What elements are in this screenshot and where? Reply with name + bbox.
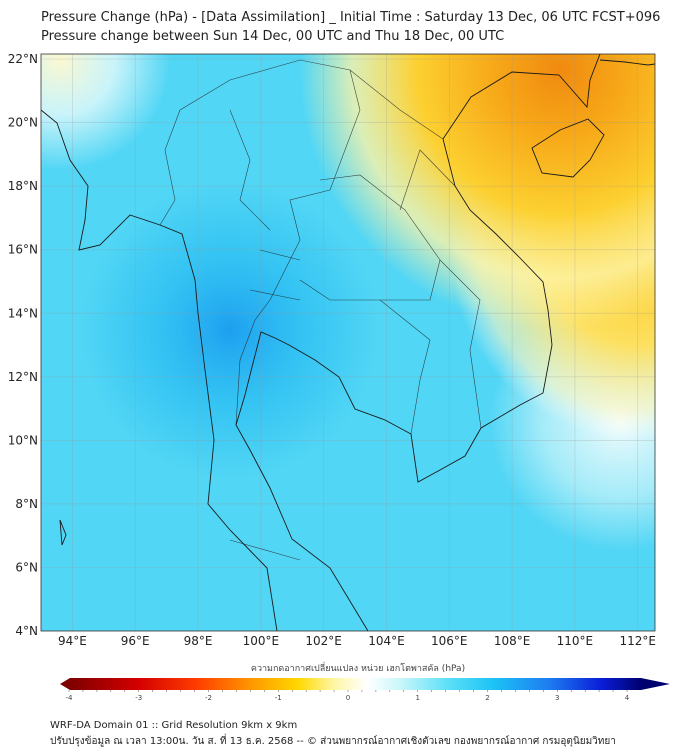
lon-tick-label: 106°E: [431, 634, 468, 648]
lat-tick-label: 18°N: [8, 179, 38, 193]
colorbar-tick-label: -4: [66, 694, 74, 702]
graticule: [41, 54, 655, 631]
lat-tick-label: 12°N: [8, 370, 38, 384]
map-frame: [40, 53, 656, 632]
colorbar-tick-label: -3: [135, 694, 142, 702]
lon-tick-label: 96°E: [121, 634, 150, 648]
country-borders: [159, 59, 482, 561]
lon-tick-label: 110°E: [557, 634, 594, 648]
pressure-field: [41, 54, 655, 631]
lat-tick-label: 16°N: [8, 243, 38, 257]
coastlines: [41, 54, 655, 631]
colorbar-tick-label: -1: [275, 694, 282, 702]
lat-tick-label: 4°N: [15, 624, 38, 638]
colorbar: -4 -3 -2 -1 0 1 2 3 4: [60, 678, 670, 702]
lat-tick-label: 20°N: [8, 116, 38, 130]
lat-tick-label: 6°N: [15, 560, 38, 574]
lon-tick-label: 102°E: [305, 634, 342, 648]
colorbar-tick-label: 0: [346, 694, 350, 702]
lon-tick-label: 104°E: [368, 634, 405, 648]
colorbar-tick-label: -2: [205, 694, 212, 702]
colorbar-low-extend: [60, 678, 70, 690]
lat-tick-label: 8°N: [15, 497, 38, 511]
lat-tick-label: 22°N: [8, 52, 38, 66]
colorbar-label: ความกดอากาศเปลี่ยนแปลง หน่วย เฮกโตพาสคัล…: [250, 664, 466, 674]
lon-tick-label: 100°E: [243, 634, 280, 648]
colorbar-tick-label: 1: [416, 694, 420, 702]
chart-subtitle: Pressure change between Sun 14 Dec, 00 U…: [41, 29, 505, 44]
lon-tick-label: 108°E: [494, 634, 531, 648]
colorbar-high-extend: [641, 678, 670, 690]
lon-tick-label: 94°E: [58, 634, 87, 648]
colorbar-ramp: [70, 678, 641, 690]
footer-update-info: ปรับปรุงข้อมูล ณ เวลา 13:00น. วัน ส. ที่…: [50, 736, 616, 747]
lat-tick-label: 10°N: [8, 433, 38, 447]
colorbar-tick-label: 4: [625, 694, 630, 702]
footer-model-info: WRF-DA Domain 01 :: Grid Resolution 9km …: [50, 720, 298, 731]
lat-tick-label: 14°N: [8, 306, 38, 320]
colorbar-tick-label: 3: [555, 694, 559, 702]
lon-tick-label: 112°E: [619, 634, 656, 648]
chart-title: Pressure Change (hPa) - [Data Assimilati…: [41, 10, 661, 25]
lon-tick-label: 98°E: [184, 634, 213, 648]
colorbar-tick-label: 2: [485, 694, 489, 702]
